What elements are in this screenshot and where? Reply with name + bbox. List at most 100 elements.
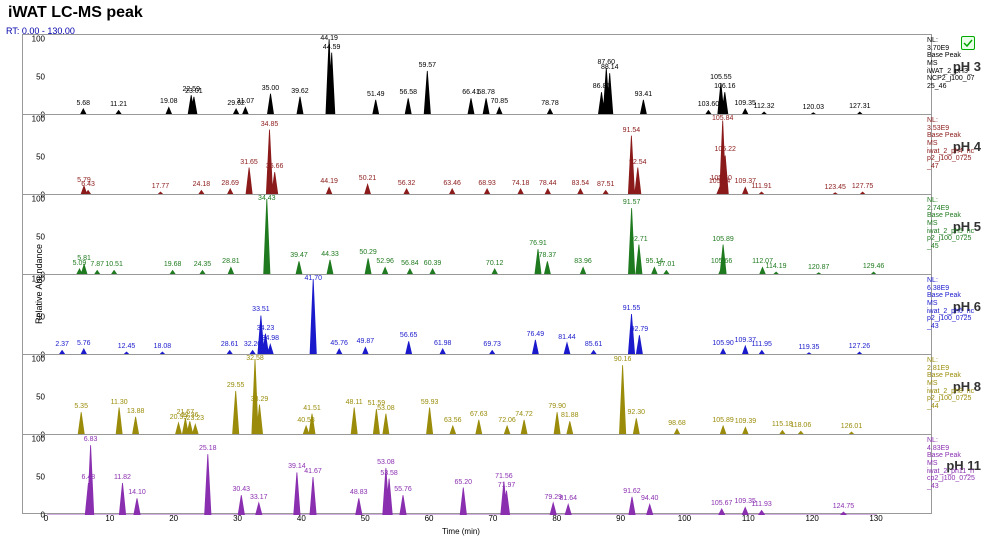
panel-meta-line: MS bbox=[927, 220, 981, 228]
peak-label: 105.90 bbox=[712, 340, 733, 347]
peak-label: 2.37 bbox=[55, 341, 69, 348]
peak-label: 28.61 bbox=[221, 341, 239, 348]
panel-meta-line: MS bbox=[927, 380, 981, 388]
y-tick: 100 bbox=[32, 35, 45, 44]
peak-label: 87.51 bbox=[597, 181, 615, 188]
peak-label: 41.70 bbox=[304, 275, 322, 282]
x-tick: 100 bbox=[678, 514, 691, 523]
peak-label: 69.73 bbox=[483, 341, 501, 348]
x-tick: 120 bbox=[805, 514, 818, 523]
peak-label: 86.85 bbox=[593, 83, 611, 90]
panel-meta-line: 6.38E9 bbox=[927, 285, 981, 293]
peak-label: 11.30 bbox=[111, 399, 128, 406]
peak-label: 85.61 bbox=[585, 341, 603, 348]
peak-label: 76.91 bbox=[529, 240, 547, 247]
peak-label: 61.98 bbox=[434, 340, 452, 347]
peak-label: 7.87 bbox=[90, 261, 104, 268]
y-tick-group: 050100 bbox=[23, 355, 47, 435]
panel-meta-line: 3.53E9 bbox=[927, 125, 981, 133]
x-tick: 10 bbox=[105, 514, 114, 523]
peak-label: 10.51 bbox=[105, 261, 123, 268]
peak-label: 126.01 bbox=[841, 423, 862, 430]
peak-label: 105.60 bbox=[710, 175, 731, 182]
panel-meta-line: Base Peak bbox=[927, 452, 981, 460]
peak-label: 40.58 bbox=[297, 417, 315, 424]
x-tick: 90 bbox=[616, 514, 625, 523]
panel-meta-line: NL: bbox=[927, 197, 981, 205]
y-tick: 100 bbox=[32, 115, 45, 124]
peak-label: 88.14 bbox=[601, 64, 619, 71]
panel-meta: NL:3.70E9Base PeakMSiWAT_2_pH3_NCP2_j100… bbox=[927, 37, 981, 91]
x-tick: 0 bbox=[44, 514, 48, 523]
panel-meta-line: Base Peak bbox=[927, 132, 981, 140]
peak-label: 72.06 bbox=[498, 417, 516, 424]
panel-meta-line: Base Peak bbox=[927, 212, 981, 220]
peak-label: 44.19 bbox=[320, 178, 338, 185]
panel-meta-line: MS bbox=[927, 300, 981, 308]
y-tick: 50 bbox=[36, 393, 45, 402]
panel-meta-line: MS bbox=[927, 60, 981, 68]
peak-label: 91.57 bbox=[623, 199, 641, 206]
panel-meta-line: NL: bbox=[927, 37, 981, 45]
peak-label: 74.72 bbox=[515, 411, 533, 418]
y-tick: 100 bbox=[32, 435, 45, 444]
peak-label: 29.55 bbox=[227, 382, 245, 389]
peak-label: 97.01 bbox=[658, 261, 676, 268]
peak-label: 31.65 bbox=[240, 159, 258, 166]
peak-label: 6.83 bbox=[84, 436, 98, 443]
panel-meta-line: _47 bbox=[927, 163, 981, 171]
peak-label: 44.59 bbox=[323, 44, 341, 51]
y-tick-group: 050100 bbox=[23, 115, 47, 195]
chromatogram-panel: 0501005.3511.3013.8820.5921.6722.3623.23… bbox=[22, 354, 932, 434]
peak-label: 105.55 bbox=[710, 74, 731, 81]
peak-label: 48.83 bbox=[350, 489, 368, 496]
peak-label: 78.78 bbox=[541, 100, 559, 107]
peak-label: 91.62 bbox=[623, 488, 641, 495]
peak-label: 55.76 bbox=[394, 486, 412, 493]
panel-meta-line: _44 bbox=[927, 403, 981, 411]
x-axis: Time (min) 01020304050607080901001101201… bbox=[46, 514, 876, 532]
x-axis-title: Time (min) bbox=[442, 527, 480, 536]
panel-meta-line: p2_j100_0725 bbox=[927, 155, 981, 163]
peak-label: 93.41 bbox=[635, 91, 653, 98]
y-tick-group: 050100 bbox=[23, 35, 47, 115]
peak-label: 111.93 bbox=[751, 501, 771, 508]
peak-label: 106.22 bbox=[714, 146, 735, 153]
peak-label: 63.46 bbox=[443, 180, 461, 187]
peak-label: 105.89 bbox=[712, 236, 733, 243]
y-tick: 100 bbox=[32, 275, 45, 284]
peak-label: 109.35 bbox=[734, 100, 755, 107]
peak-label: 127.75 bbox=[852, 183, 873, 190]
panel-meta-line: iwat_2_ph6_nc bbox=[927, 308, 981, 316]
peak-label: 34.23 bbox=[257, 325, 275, 332]
chromatogram-panel: 0501002.375.7612.4518.0828.6132.2033.513… bbox=[22, 274, 932, 354]
panel-meta: NL:6.38E9Base PeakMSiwat_2_ph6_ncp2_j100… bbox=[927, 277, 981, 331]
panel-meta-line: p2_j100_0725 bbox=[927, 315, 981, 323]
peak-label: 68.93 bbox=[478, 180, 496, 187]
peak-label: 91.55 bbox=[623, 305, 641, 312]
peak-label: 5.35 bbox=[74, 403, 88, 410]
panel-meta-line: Base Peak bbox=[927, 52, 981, 60]
peak-label: 33.17 bbox=[250, 494, 268, 501]
x-tick: 30 bbox=[233, 514, 242, 523]
x-tick: 40 bbox=[297, 514, 306, 523]
chromatogram-panel: 0501005.6811.2119.0822.5923.0129.6231.07… bbox=[22, 34, 932, 114]
peak-label: 129.46 bbox=[863, 263, 884, 270]
peak-label: 119.35 bbox=[799, 344, 820, 351]
panel-meta-line: iwat_2_ph5_nc bbox=[927, 228, 981, 236]
y-tick-group: 050100 bbox=[23, 435, 47, 515]
panel-meta: NL:2.81E9Base PeakMSiwat_2_ph8_ncp2_j100… bbox=[927, 357, 981, 411]
peak-label: 50.29 bbox=[359, 249, 377, 256]
peak-label: 6.48 bbox=[82, 474, 96, 481]
peak-label: 63.56 bbox=[444, 417, 462, 424]
peak-label: 50.21 bbox=[359, 175, 377, 182]
peak-label: 44.33 bbox=[321, 251, 339, 258]
panel-meta-line: 25_46 bbox=[927, 83, 981, 91]
chart-title: iWAT LC-MS peak bbox=[0, 0, 981, 26]
y-tick: 50 bbox=[36, 233, 45, 242]
peak-label: 71.56 bbox=[495, 473, 513, 480]
panel-meta-line: MS bbox=[927, 460, 981, 468]
peak-label: 24.18 bbox=[193, 181, 211, 188]
peak-label: 105.66 bbox=[711, 258, 732, 265]
peak-label: 33.29 bbox=[251, 396, 269, 403]
